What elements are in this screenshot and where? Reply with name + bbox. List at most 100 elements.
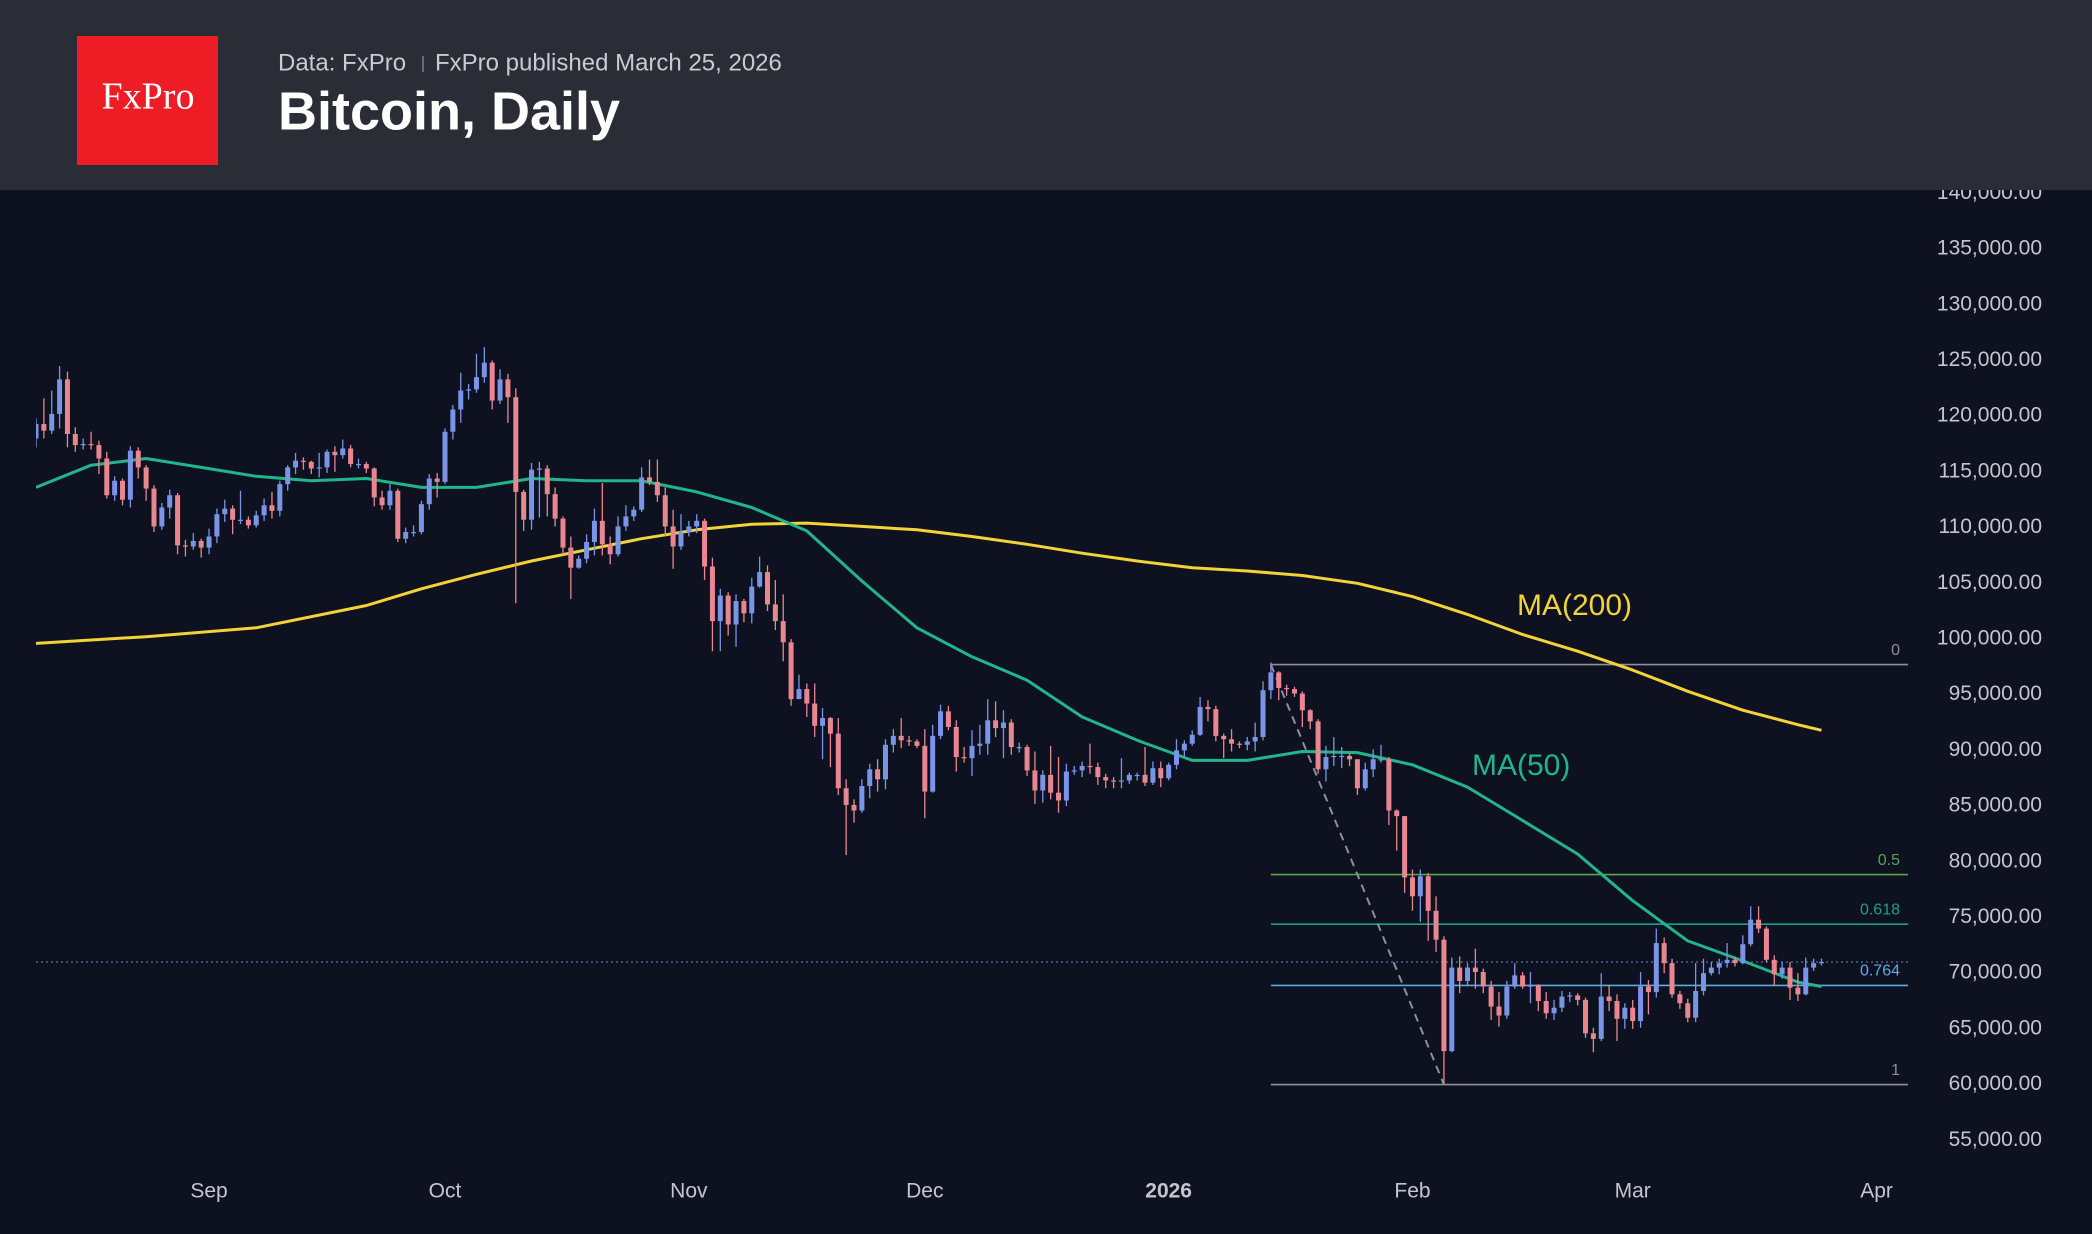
candle-body bbox=[1394, 810, 1400, 817]
candle-body bbox=[757, 572, 763, 587]
candle-body bbox=[521, 491, 527, 520]
candle-body bbox=[1465, 967, 1471, 981]
candle-body bbox=[466, 389, 472, 391]
candle-body bbox=[1645, 986, 1651, 993]
candle-body bbox=[1323, 757, 1329, 770]
candle-body bbox=[41, 423, 47, 431]
candle-body bbox=[1236, 743, 1242, 745]
candle-body bbox=[497, 379, 503, 401]
candle-body bbox=[631, 509, 637, 517]
candle-body bbox=[253, 515, 259, 526]
candle-body bbox=[206, 536, 212, 548]
candle-body bbox=[1402, 816, 1408, 878]
candle-body bbox=[1425, 876, 1431, 911]
candle-body bbox=[1260, 690, 1266, 737]
logo bbox=[77, 36, 218, 165]
candle-body bbox=[1433, 910, 1439, 940]
candle-body bbox=[851, 804, 857, 811]
candle-body bbox=[1575, 995, 1581, 1000]
candle-body bbox=[1032, 770, 1038, 791]
candle-body bbox=[1756, 919, 1762, 929]
fib-label: 0.764 bbox=[1860, 963, 1900, 980]
candle-body bbox=[1818, 962, 1824, 964]
candle-body bbox=[670, 526, 676, 547]
candle-body bbox=[686, 526, 692, 533]
candle-body bbox=[418, 504, 424, 533]
candle-body bbox=[1016, 747, 1022, 749]
candle-body bbox=[772, 604, 778, 622]
candle-body bbox=[662, 495, 668, 527]
y-tick-label: 95,000.00 bbox=[1949, 682, 2042, 705]
candle-body bbox=[552, 494, 558, 519]
candle-body bbox=[1299, 693, 1305, 711]
candle-body bbox=[1504, 986, 1510, 1016]
candle-body bbox=[945, 711, 951, 727]
candle-body bbox=[175, 495, 181, 546]
candle-body bbox=[395, 490, 401, 539]
candle-body bbox=[780, 621, 786, 643]
x-tick-label: Sep bbox=[190, 1180, 227, 1203]
candle-body bbox=[584, 542, 590, 559]
candle-body bbox=[820, 718, 826, 726]
y-tick-label: 135,000.00 bbox=[1937, 237, 2042, 260]
candle-body bbox=[1126, 774, 1132, 781]
y-tick-label: 120,000.00 bbox=[1937, 404, 2042, 427]
candle-body bbox=[1111, 780, 1117, 782]
candle-body bbox=[1693, 990, 1699, 1018]
candle-body bbox=[615, 526, 621, 555]
candle-body bbox=[623, 516, 629, 527]
candle-body bbox=[1048, 774, 1054, 793]
candle-body bbox=[1771, 959, 1777, 975]
candle-body bbox=[906, 740, 912, 742]
candle-body bbox=[1457, 967, 1463, 981]
candle-body bbox=[135, 450, 141, 468]
candle-body bbox=[1103, 777, 1109, 781]
candle-body bbox=[222, 508, 228, 515]
candle-body bbox=[1732, 959, 1738, 964]
y-tick-label: 130,000.00 bbox=[1937, 292, 2042, 315]
candle-body bbox=[1700, 973, 1706, 991]
candle-body bbox=[1315, 721, 1321, 770]
candle-body bbox=[1653, 943, 1659, 993]
candle-body bbox=[1370, 759, 1376, 770]
candle-body bbox=[238, 519, 244, 521]
candle-body bbox=[1378, 759, 1384, 761]
candle-body bbox=[1229, 739, 1235, 744]
candle-body bbox=[36, 423, 39, 439]
candle-body bbox=[639, 477, 645, 510]
candle-body bbox=[442, 431, 448, 482]
candle-body bbox=[1630, 1007, 1636, 1022]
candle-body bbox=[1354, 759, 1360, 789]
candle-body bbox=[300, 460, 306, 462]
candle-body bbox=[725, 595, 731, 625]
candle-body bbox=[324, 451, 330, 468]
candle-body bbox=[1449, 967, 1455, 1052]
candle-body bbox=[214, 514, 220, 537]
candle-body bbox=[1095, 767, 1101, 778]
candle-body bbox=[1000, 722, 1006, 729]
candle-body bbox=[804, 689, 810, 704]
candle-body bbox=[599, 520, 605, 545]
candle-body bbox=[875, 769, 881, 780]
candle-body bbox=[654, 481, 660, 496]
candle-body bbox=[379, 497, 385, 506]
candle-body bbox=[277, 484, 283, 511]
candle-body bbox=[591, 520, 597, 543]
candle-body bbox=[403, 532, 409, 539]
moving-average bbox=[36, 521, 1822, 732]
fib-trend-line bbox=[1269, 664, 1445, 1085]
candle-body bbox=[450, 409, 456, 432]
y-tick-label: 60,000.00 bbox=[1949, 1072, 2042, 1095]
candle-body bbox=[914, 741, 920, 746]
candle-body bbox=[411, 532, 417, 534]
candle-body bbox=[481, 362, 487, 378]
candle-body bbox=[88, 443, 94, 446]
candle-body bbox=[1716, 963, 1722, 968]
candle-body bbox=[1520, 975, 1526, 987]
candle-body bbox=[898, 735, 904, 741]
candle-body bbox=[1748, 919, 1754, 945]
candle-body bbox=[1559, 996, 1565, 1008]
y-tick-label: 85,000.00 bbox=[1949, 794, 2042, 817]
candle-body bbox=[694, 520, 700, 527]
